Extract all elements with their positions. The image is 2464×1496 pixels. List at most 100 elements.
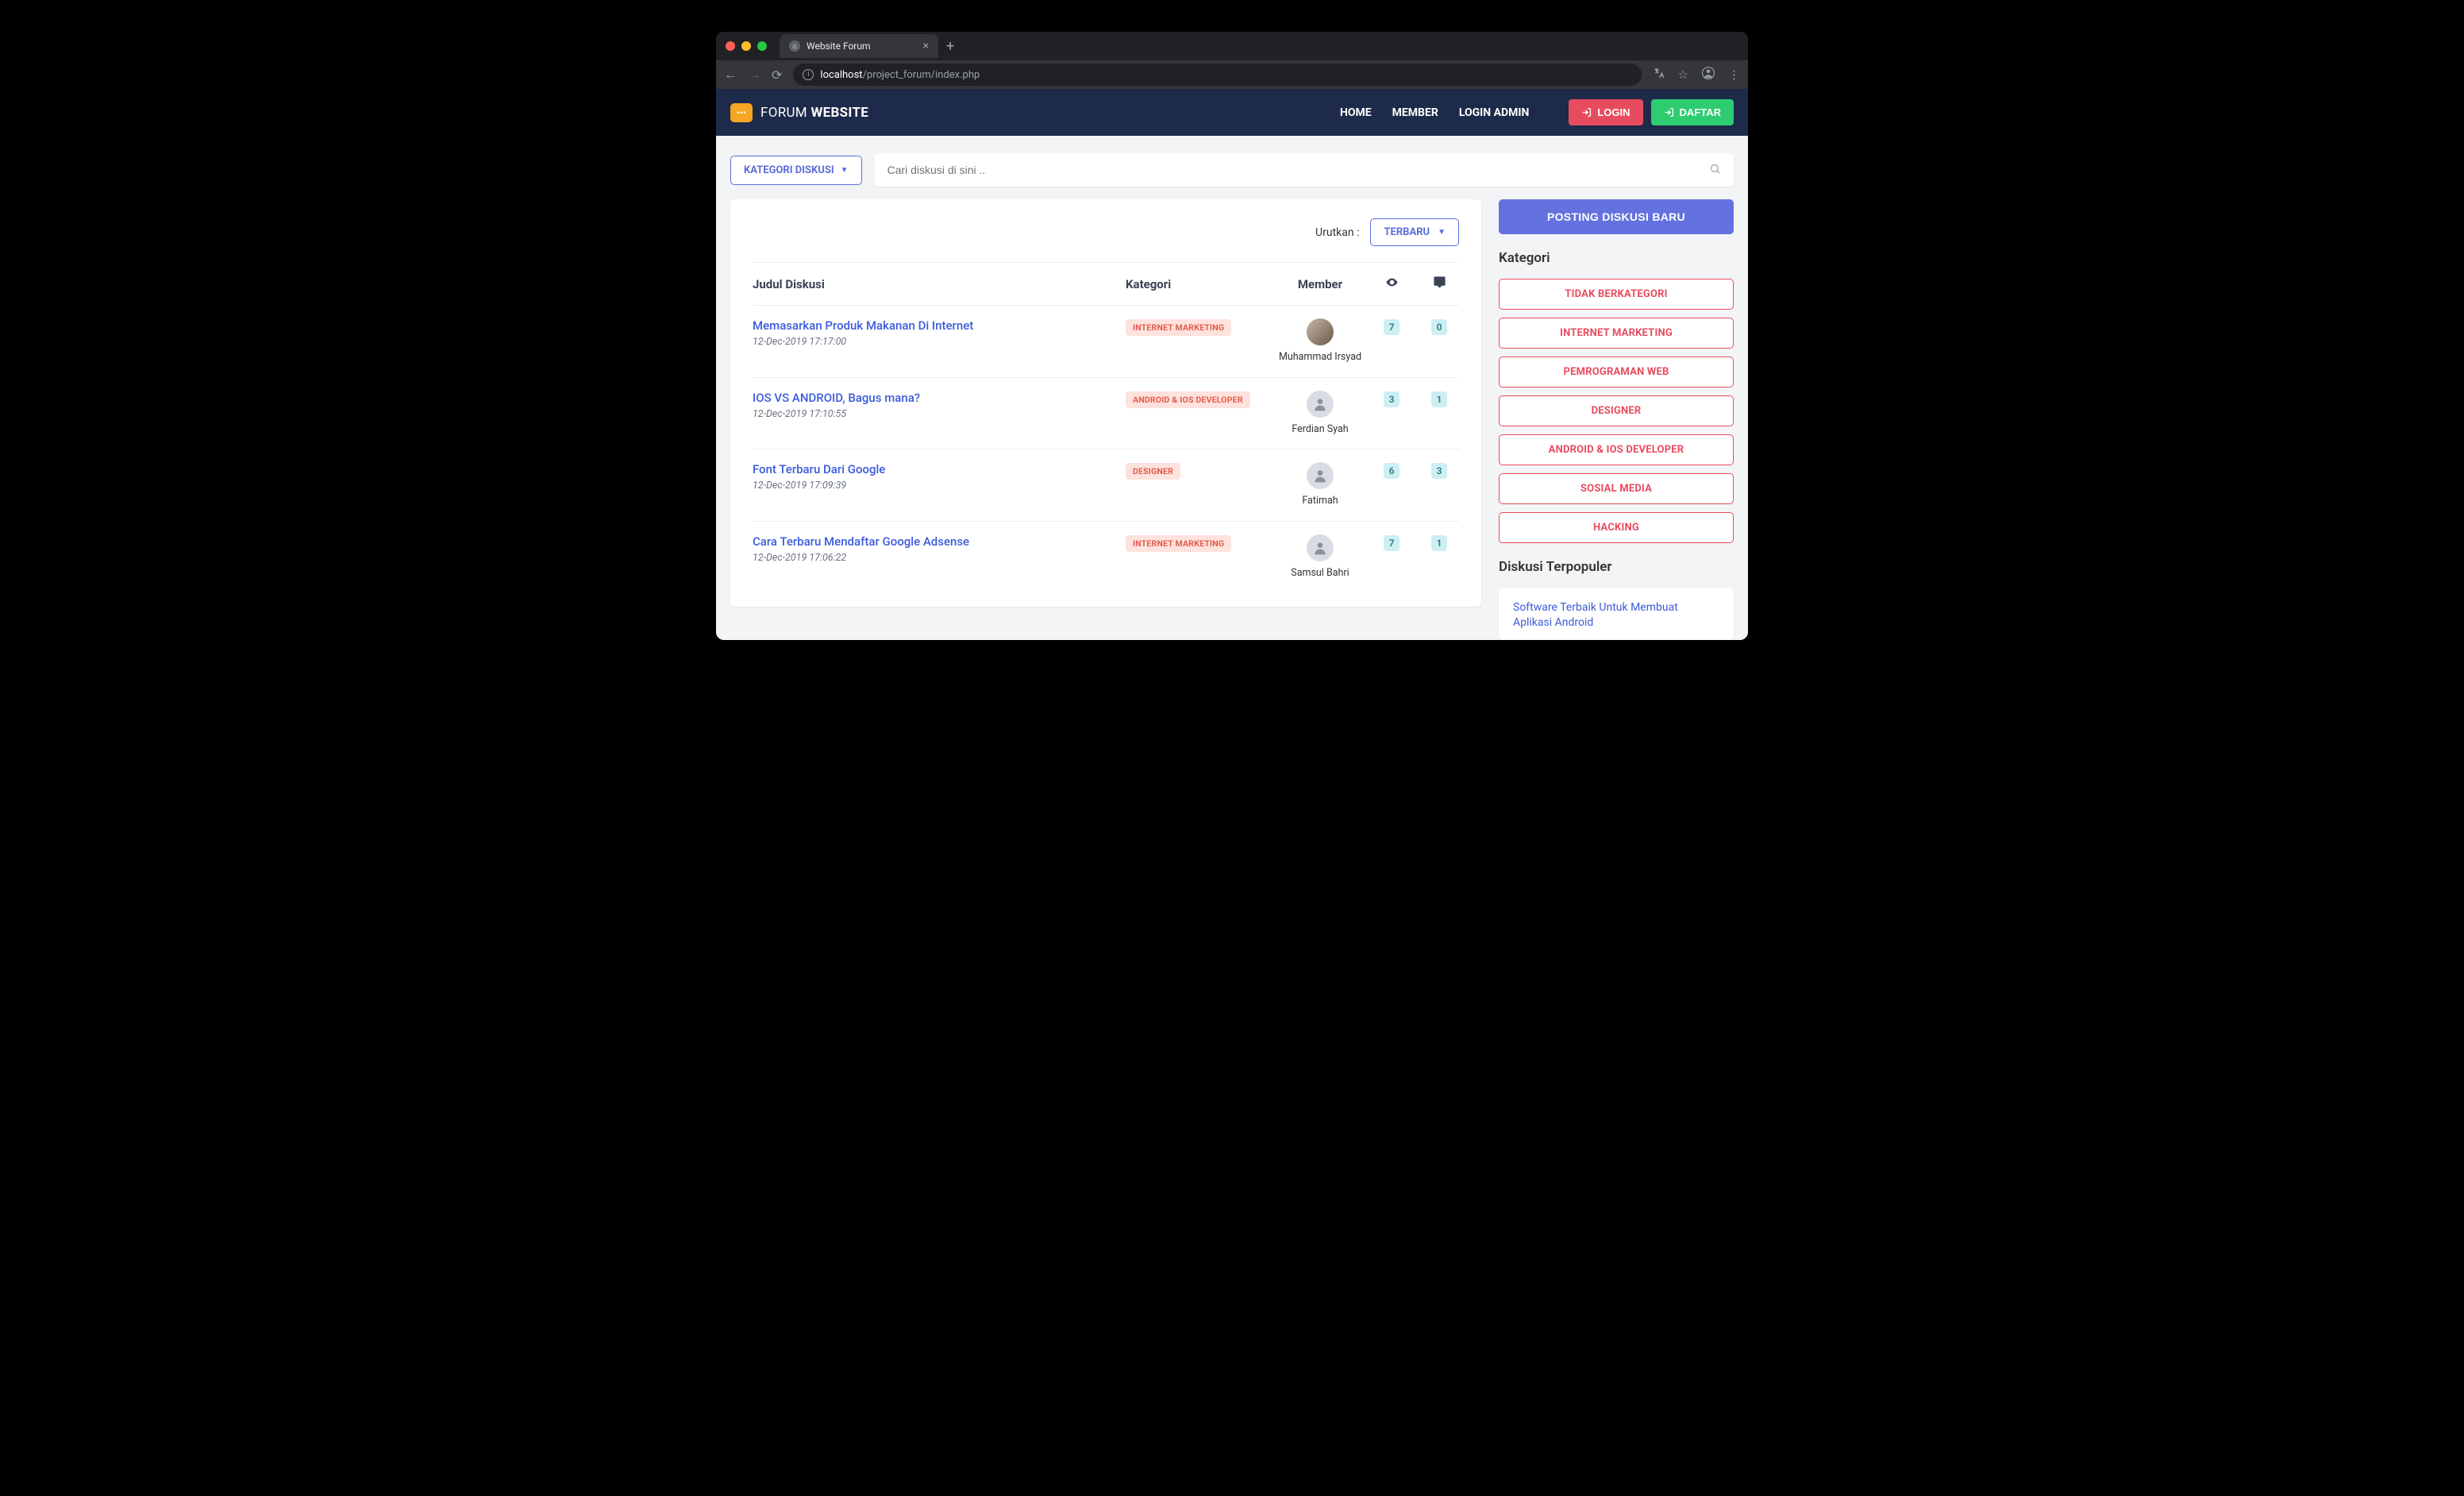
bookmark-icon[interactable]: ☆ — [1678, 67, 1688, 82]
views-badge: 7 — [1384, 319, 1399, 335]
nav-buttons: LOGIN DAFTAR — [1569, 99, 1734, 125]
main-card: Urutkan : TERBARU ▼ Judul Diskusi Katego… — [730, 199, 1481, 607]
timestamp: 12-Dec-2019 17:17:00 — [753, 336, 1118, 348]
close-tab-button[interactable]: × — [923, 40, 929, 52]
timestamp: 12-Dec-2019 17:10:55 — [753, 408, 1118, 420]
browser-tab[interactable]: ⌂ Website Forum × — [780, 34, 938, 58]
comment-icon — [1433, 276, 1446, 292]
table-row: IOS VS ANDROID, Bagus mana? 12-Dec-2019 1… — [753, 378, 1459, 450]
logo-icon: ••• — [730, 103, 753, 122]
table-row: Memasarkan Produk Makanan Di Internet 12-… — [753, 306, 1459, 378]
avatar — [1307, 534, 1334, 561]
url-text: localhost/project_forum/index.php — [820, 69, 980, 81]
avatar — [1307, 462, 1334, 489]
browser-window: ⌂ Website Forum × + ← → ⟳ i localhost/pr… — [716, 32, 1748, 640]
discussion-title-link[interactable]: Memasarkan Produk Makanan Di Internet — [753, 318, 1118, 333]
sort-label: Urutkan : — [1315, 226, 1359, 239]
timestamp: 12-Dec-2019 17:09:39 — [753, 480, 1118, 492]
kategori-heading: Kategori — [1499, 250, 1734, 266]
chevron-down-icon: ▼ — [1438, 228, 1446, 237]
table-header: Judul Diskusi Kategori Member — [753, 262, 1459, 306]
translate-icon[interactable] — [1653, 67, 1665, 83]
views-badge: 6 — [1384, 463, 1399, 479]
category-tag: ANDROID & IOS DEVELOPER — [1126, 391, 1250, 408]
nav-links: HOME MEMBER LOGIN ADMIN — [1340, 106, 1529, 119]
popular-heading: Diskusi Terpopuler — [1499, 559, 1734, 575]
maximize-window-button[interactable] — [757, 41, 767, 51]
table-row: Font Terbaru Dari Google 12-Dec-2019 17:0… — [753, 449, 1459, 522]
table-body: Memasarkan Produk Makanan Di Internet 12-… — [753, 306, 1459, 592]
category-button[interactable]: ANDROID & IOS DEVELOPER — [1499, 434, 1734, 465]
category-tag: INTERNET MARKETING — [1126, 319, 1231, 336]
favicon-icon: ⌂ — [789, 40, 800, 52]
sort-row: Urutkan : TERBARU ▼ — [753, 214, 1459, 262]
tab-title: Website Forum — [807, 40, 871, 52]
member-name: Samsul Bahri — [1276, 566, 1364, 580]
close-window-button[interactable] — [726, 41, 735, 51]
category-tag: INTERNET MARKETING — [1126, 535, 1231, 552]
popular-link[interactable]: Software Terbaik Untuk Membuat Aplikasi … — [1513, 601, 1678, 629]
views-badge: 3 — [1384, 391, 1399, 407]
minimize-window-button[interactable] — [741, 41, 751, 51]
login-icon — [1581, 107, 1592, 118]
category-button[interactable]: DESIGNER — [1499, 395, 1734, 426]
category-button[interactable]: INTERNET MARKETING — [1499, 318, 1734, 349]
nav-home[interactable]: HOME — [1340, 106, 1372, 119]
discussion-title-link[interactable]: Font Terbaru Dari Google — [753, 462, 1118, 476]
views-badge: 7 — [1384, 535, 1399, 551]
kategori-dropdown[interactable]: KATEGORI DISKUSI ▼ — [730, 156, 862, 185]
login-button[interactable]: LOGIN — [1569, 99, 1642, 125]
brand-text: FORUM WEBSITE — [760, 105, 868, 121]
avatar — [1307, 391, 1334, 418]
post-discussion-button[interactable]: POSTING DISKUSI BARU — [1499, 199, 1734, 234]
comments-badge: 0 — [1431, 319, 1447, 335]
comments-badge: 1 — [1431, 535, 1447, 551]
toolbar-right: ☆ ⋮ — [1653, 66, 1740, 83]
timestamp: 12-Dec-2019 17:06:22 — [753, 552, 1118, 564]
category-tag: DESIGNER — [1126, 463, 1180, 480]
traffic-lights — [726, 41, 767, 51]
reload-button[interactable]: ⟳ — [772, 67, 782, 83]
table-row: Cara Terbaru Mendaftar Google Adsense 12-… — [753, 522, 1459, 593]
category-button[interactable]: SOSIAL MEDIA — [1499, 473, 1734, 504]
page-viewport: ••• FORUM WEBSITE HOME MEMBER LOGIN ADMI… — [716, 89, 1748, 640]
titlebar: ⌂ Website Forum × + — [716, 32, 1748, 60]
member-name: Ferdian Syah — [1276, 422, 1364, 437]
discussion-table: Judul Diskusi Kategori Member Memasarkan… — [753, 262, 1459, 592]
top-row: KATEGORI DISKUSI ▼ — [716, 136, 1748, 195]
content-area: Urutkan : TERBARU ▼ Judul Diskusi Katego… — [716, 195, 1748, 640]
daftar-button[interactable]: DAFTAR — [1651, 99, 1734, 125]
back-button[interactable]: ← — [724, 67, 737, 83]
comments-badge: 1 — [1431, 391, 1447, 407]
profile-icon[interactable] — [1701, 66, 1715, 83]
browser-toolbar: ← → ⟳ i localhost/project_forum/index.ph… — [716, 60, 1748, 89]
site-navbar: ••• FORUM WEBSITE HOME MEMBER LOGIN ADMI… — [716, 89, 1748, 136]
nav-member[interactable]: MEMBER — [1392, 106, 1438, 119]
search-input[interactable] — [887, 164, 1709, 176]
discussion-title-link[interactable]: IOS VS ANDROID, Bagus mana? — [753, 391, 1118, 405]
avatar — [1307, 318, 1334, 345]
member-name: Fatimah — [1276, 494, 1364, 508]
col-title: Judul Diskusi — [753, 277, 1118, 291]
col-comments — [1419, 276, 1459, 292]
col-category: Kategori — [1126, 277, 1269, 291]
address-bar[interactable]: i localhost/project_forum/index.php — [793, 64, 1641, 86]
search-icon[interactable] — [1709, 163, 1721, 178]
category-list: TIDAK BERKATEGORI INTERNET MARKETING PEMRO… — [1499, 279, 1734, 543]
new-tab-button[interactable]: + — [946, 38, 954, 55]
search-box — [875, 153, 1734, 187]
category-button[interactable]: PEMROGRAMAN WEB — [1499, 357, 1734, 387]
site-info-icon: i — [803, 69, 814, 80]
forward-button[interactable]: → — [748, 67, 760, 83]
popular-card: Software Terbaik Untuk Membuat Aplikasi … — [1499, 588, 1734, 640]
col-member: Member — [1276, 277, 1364, 291]
nav-login-admin[interactable]: LOGIN ADMIN — [1459, 106, 1530, 119]
menu-icon[interactable]: ⋮ — [1728, 67, 1740, 82]
category-button[interactable]: TIDAK BERKATEGORI — [1499, 279, 1734, 310]
member-name: Muhammad Irsyad — [1276, 350, 1364, 364]
sort-dropdown[interactable]: TERBARU ▼ — [1370, 218, 1459, 246]
comments-badge: 3 — [1431, 463, 1447, 479]
chevron-down-icon: ▼ — [841, 166, 849, 175]
category-button[interactable]: HACKING — [1499, 512, 1734, 543]
discussion-title-link[interactable]: Cara Terbaru Mendaftar Google Adsense — [753, 534, 1118, 549]
